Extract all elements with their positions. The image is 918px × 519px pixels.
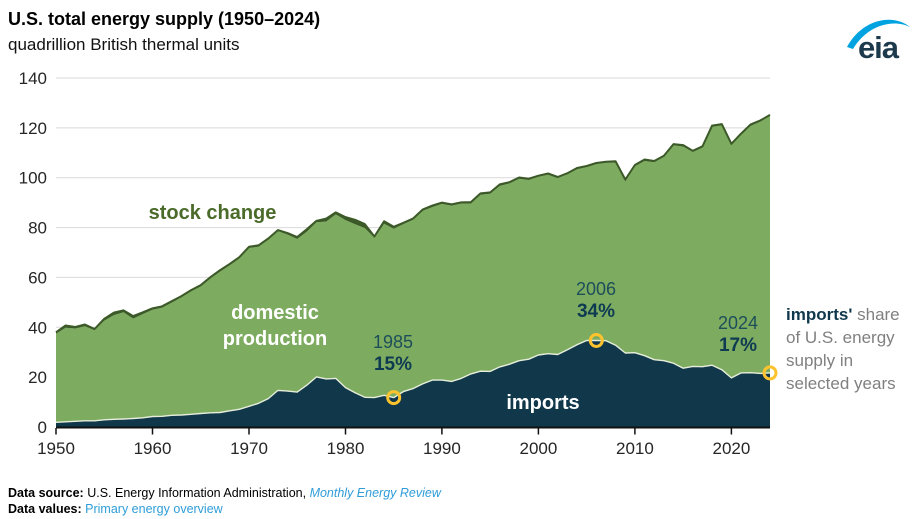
- svg-text:40: 40: [28, 318, 47, 337]
- annotation-2024: 2024 17%: [693, 312, 783, 357]
- svg-text:1970: 1970: [230, 439, 268, 458]
- imports-area-label: imports: [506, 392, 580, 414]
- svg-text:100: 100: [19, 169, 47, 188]
- svg-text:60: 60: [28, 268, 47, 287]
- data-source-text: U.S. Energy Information Administration,: [87, 486, 307, 500]
- svg-text:80: 80: [28, 219, 47, 238]
- chart-header: U.S. total energy supply (1950–2024) qua…: [8, 9, 320, 55]
- svg-text:20: 20: [28, 368, 47, 387]
- primary-energy-overview-link[interactable]: Primary energy overview: [85, 501, 223, 516]
- svg-text:2020: 2020: [712, 439, 750, 458]
- svg-text:140: 140: [19, 69, 47, 88]
- annotation-share: 17%: [718, 335, 758, 356]
- stock-change-area-label: stock change: [148, 202, 277, 224]
- annotation-1985: 1985 15%: [348, 331, 438, 376]
- data-values-label: Data values:: [8, 501, 82, 516]
- annotation-share: 15%: [373, 354, 413, 375]
- caption-lead: imports': [786, 305, 853, 324]
- svg-text:1960: 1960: [134, 439, 172, 458]
- svg-text:2000: 2000: [519, 439, 557, 458]
- logo-swoosh-icon: [847, 19, 910, 49]
- logo-text: eia: [858, 30, 900, 62]
- annotation-2006: 2006 34%: [551, 278, 641, 323]
- annotation-year: 2006: [575, 279, 617, 299]
- domestic-production-area-label: domestic production: [222, 302, 328, 350]
- svg-text:1990: 1990: [423, 439, 461, 458]
- supply-area-chart: 0 20 40 60 80 100 120 140 1950 1960 1970 1980 1990 20…: [19, 69, 778, 458]
- svg-text:2010: 2010: [616, 439, 654, 458]
- caption-rest: share of U.S. energy supply in selected …: [786, 305, 900, 393]
- imports-share-caption: imports' share of U.S. energy supply in …: [786, 303, 910, 395]
- svg-text:120: 120: [19, 119, 47, 138]
- eia-logo: eia: [847, 19, 910, 62]
- monthly-energy-review-link[interactable]: Monthly Energy Review: [309, 486, 441, 500]
- annotation-year: 2024: [717, 313, 759, 333]
- svg-text:1980: 1980: [327, 439, 365, 458]
- footer: Data source: U.S. Energy Information Adm…: [8, 486, 441, 517]
- data-source-label: Data source:: [8, 486, 84, 500]
- units-label: quadrillion British thermal units: [8, 35, 240, 54]
- annotation-share: 34%: [576, 301, 616, 322]
- svg-text:0: 0: [38, 418, 47, 437]
- data-values-line: Data values: Primary energy overview: [8, 502, 441, 518]
- page-title: U.S. total energy supply (1950–2024): [8, 9, 321, 29]
- annotation-year: 1985: [372, 332, 414, 352]
- svg-text:1950: 1950: [37, 439, 75, 458]
- data-source-line: Data source: U.S. Energy Information Adm…: [8, 486, 441, 502]
